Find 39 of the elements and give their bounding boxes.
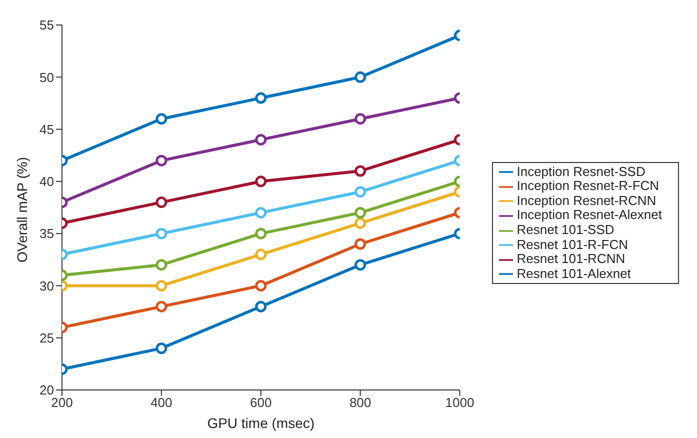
legend-label: Inception Resnet-R-FCN	[516, 178, 660, 194]
point	[255, 300, 267, 312]
x-tick-label: 400	[150, 395, 172, 410]
legend-label: Resnet 101-R-FCN	[516, 236, 628, 252]
y-tick-label: 30	[40, 278, 54, 294]
y-axis-title: OVerall mAP (%)	[14, 156, 30, 262]
legend-label: Resnet 101-Alexnet	[516, 266, 631, 281]
point	[156, 342, 168, 354]
point	[156, 259, 168, 271]
y-tick-label: 35	[40, 226, 54, 242]
legend-label: Resnet 101-RCNN	[516, 251, 626, 266]
point	[156, 280, 168, 292]
y-tick-label: 45	[40, 122, 54, 137]
x-axis-title: GPU time (msec)	[207, 415, 315, 431]
point	[255, 206, 267, 218]
x-tick-label: 800	[349, 395, 372, 410]
x-tick-label: 200	[51, 395, 73, 410]
point	[156, 154, 168, 166]
point	[255, 176, 267, 188]
x-tick-label: 600	[250, 395, 272, 410]
y-tick-label: 55	[40, 18, 54, 33]
y-tick-label: 20	[40, 382, 54, 398]
point	[156, 113, 168, 125]
point	[255, 248, 267, 260]
y-tick-label: 50	[40, 70, 54, 85]
point	[156, 300, 168, 312]
point	[156, 196, 168, 208]
legend-label: Inception Resnet-Alexnet	[516, 207, 662, 222]
point	[156, 228, 168, 240]
point	[255, 134, 267, 146]
y-tick-label: 25	[40, 330, 54, 346]
legend-label: Resnet 101-SSD	[516, 222, 614, 237]
legend-label: Inception Resnet-SSD	[516, 164, 646, 179]
x-tick-label: 1000	[445, 395, 474, 410]
legend-label: Inception Resnet-RCNN	[516, 192, 656, 208]
point	[255, 228, 267, 240]
point	[255, 280, 267, 292]
y-tick-label: 40	[40, 174, 54, 190]
point	[255, 92, 267, 104]
